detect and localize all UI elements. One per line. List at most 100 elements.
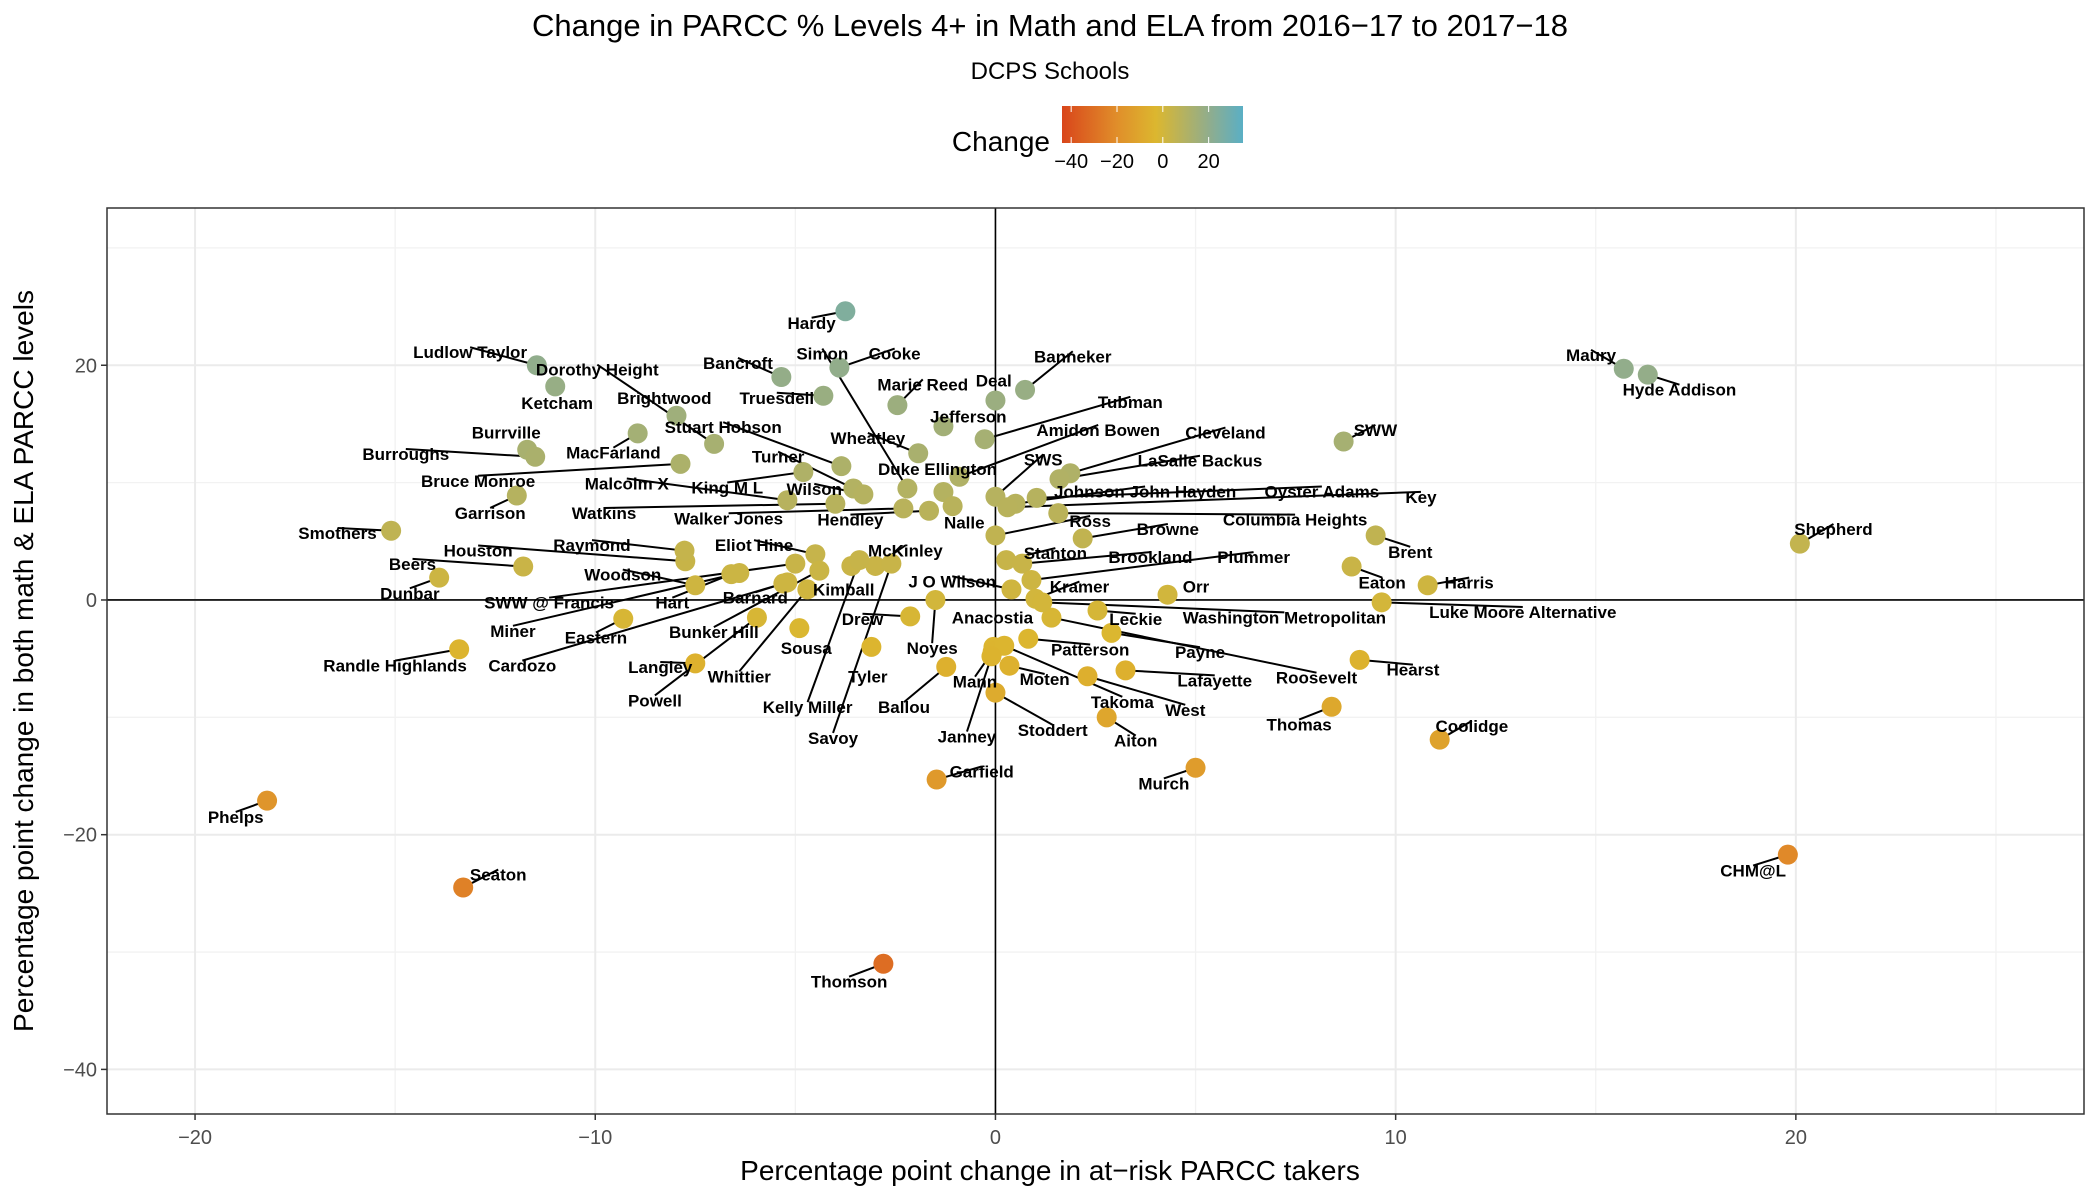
- leader-line: [806, 559, 861, 703]
- data-point: [1321, 696, 1342, 717]
- data-point: [526, 355, 547, 376]
- point-label: Hyde Addison: [1623, 381, 1737, 400]
- point-label: Brightwood: [617, 389, 711, 408]
- legend-colorbar: [1062, 106, 1243, 143]
- leader-line: [994, 691, 1054, 726]
- leader-line: [777, 450, 854, 490]
- data-point: [1341, 556, 1362, 577]
- leader-line: [1022, 551, 1151, 565]
- x-tick-label: 10: [1385, 1127, 1407, 1149]
- x-tick-label: 20: [1785, 1127, 1807, 1149]
- data-point: [1613, 358, 1634, 379]
- point-label: Phelps: [208, 808, 264, 827]
- point-label: Stuart Hobson: [665, 418, 782, 437]
- data-point: [1637, 364, 1658, 385]
- data-point: [887, 395, 908, 416]
- leader-line: [713, 569, 820, 629]
- x-tick-label: −10: [578, 1127, 612, 1149]
- point-label: Mann: [953, 673, 997, 692]
- data-point: [1087, 600, 1108, 621]
- data-point: [936, 656, 957, 677]
- point-label: Langley: [628, 658, 693, 677]
- leader-line: [469, 346, 538, 367]
- data-point: [1365, 525, 1386, 546]
- leader-line: [1028, 637, 1091, 646]
- point-label: Coolidge: [1436, 717, 1509, 736]
- point-label: Duke Ellington: [878, 460, 997, 479]
- point-label: Truesdell: [739, 389, 814, 408]
- point-label: CHM@L: [1720, 862, 1786, 881]
- data-point: [831, 456, 852, 477]
- data-point: [985, 390, 1006, 411]
- data-point: [449, 639, 470, 660]
- data-point: [942, 496, 963, 517]
- leader-line: [1042, 601, 1285, 614]
- leader-line: [1058, 512, 1296, 516]
- point-label: Tubman: [1098, 393, 1163, 412]
- data-point: [897, 478, 918, 499]
- point-label: Lafayette: [1177, 671, 1252, 690]
- point-label: Eliot Hine: [715, 536, 793, 555]
- point-label: Eaton: [1359, 574, 1406, 593]
- data-point: [908, 443, 929, 464]
- data-point: [805, 544, 826, 565]
- point-label: Brookland: [1108, 548, 1192, 567]
- legend-tick-label: 20: [1198, 151, 1220, 173]
- point-label: Watkins: [572, 504, 637, 523]
- point-label: Wheatley: [831, 429, 906, 448]
- data-point: [1021, 570, 1042, 591]
- data-point: [453, 877, 474, 898]
- point-label: Kimball: [813, 580, 874, 599]
- point-label: Burroughs: [362, 445, 449, 464]
- point-label: Seaton: [470, 866, 527, 885]
- leader-line: [850, 509, 930, 516]
- point-label: Amidon Bowen: [1036, 421, 1160, 440]
- point-label: Columbia Heights: [1223, 511, 1368, 530]
- data-point: [900, 606, 921, 627]
- data-point: [835, 301, 856, 322]
- point-label: Stoddert: [1018, 721, 1088, 740]
- color-legend: Change −40 −20 0 20: [952, 106, 1243, 173]
- data-point: [685, 653, 706, 674]
- leader-line: [753, 539, 816, 556]
- data-point: [809, 560, 830, 581]
- point-label: LaSalle Backus: [1138, 452, 1263, 471]
- x-axis-title: Percentage point change in at−risk PARCC…: [740, 1155, 1360, 1186]
- data-point: [861, 636, 882, 657]
- data-point: [981, 646, 1002, 667]
- y-axis-title: Percentage point change in both math & E…: [8, 290, 39, 1032]
- point-label: Simon: [796, 345, 848, 364]
- data-point: [704, 433, 725, 454]
- point-label: Beers: [389, 555, 436, 574]
- leader-line: [1007, 490, 1422, 509]
- y-tick-label: 20: [75, 355, 97, 377]
- point-label: Sousa: [781, 639, 833, 658]
- point-label: Nalle: [944, 513, 985, 532]
- point-label: Browne: [1137, 520, 1199, 539]
- data-point: [985, 525, 1006, 546]
- point-label: Luke Moore Alternative: [1429, 603, 1616, 622]
- data-point: [381, 520, 402, 541]
- point-label: Raymond: [553, 536, 630, 555]
- point-label: Hendley: [817, 511, 884, 530]
- data-point: [545, 376, 566, 397]
- point-label: Noyes: [907, 639, 958, 658]
- point-label: Kelly Miller: [763, 698, 853, 717]
- data-point: [985, 682, 1006, 703]
- data-point: [849, 550, 870, 571]
- point-label: Wilson: [786, 480, 842, 499]
- point-label: Drew: [842, 610, 884, 629]
- data-point: [1015, 379, 1036, 400]
- point-label: Takoma: [1091, 693, 1155, 712]
- leader-line: [1003, 644, 1123, 698]
- data-point: [666, 405, 687, 426]
- point-label: Tyler: [848, 667, 888, 686]
- data-point: [506, 485, 527, 506]
- point-label: Miner: [490, 622, 536, 641]
- data-point: [1077, 666, 1098, 687]
- data-point: [1026, 487, 1047, 508]
- data-point: [793, 462, 814, 483]
- data-point: [674, 540, 695, 561]
- data-points: [257, 301, 1810, 974]
- data-point: [1096, 707, 1117, 728]
